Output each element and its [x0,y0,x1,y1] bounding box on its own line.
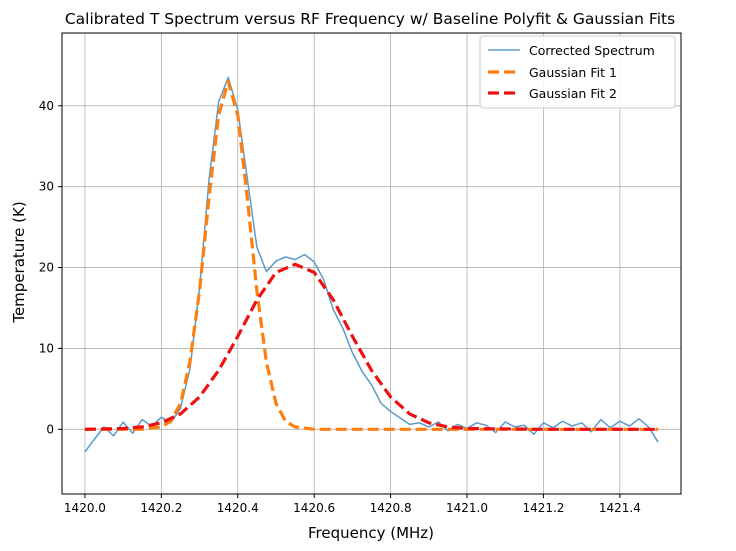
y-tick-label: 40 [39,99,54,113]
y-axis-title: Temperature (K) [10,201,28,323]
y-tick-label: 20 [39,261,54,275]
y-tick-label: 30 [39,180,54,194]
legend: Corrected Spectrum Gaussian Fit 1 Gaussi… [479,35,676,109]
series-line-corrected-spectrum [84,76,659,453]
plot-frame [61,32,682,495]
series-line-gaussian-fit-2 [84,262,659,431]
x-tick-label: 1420.4 [217,501,259,515]
x-tick-label: 1421.2 [522,501,564,515]
legend-label-gaussian-fit-2: Gaussian Fit 2 [529,86,617,101]
x-tick-label: 1421.4 [599,501,641,515]
x-tick-label: 1421.0 [446,501,488,515]
series-layer [84,76,659,453]
x-tick-label: 1420.6 [293,501,335,515]
x-tick-label: 1420.0 [64,501,106,515]
x-tick-label: 1420.8 [370,501,412,515]
legend-box [479,35,676,109]
tick-layer: 1420.0 1420.2 1420.4 1420.6 1420.8 1421.0 1421… [39,99,641,515]
x-tick-label: 1420.2 [140,501,182,515]
x-axis-title: Frequency (MHz) [308,524,434,542]
legend-label-corrected-spectrum: Corrected Spectrum [529,43,655,58]
y-tick-label: 10 [39,341,54,355]
y-tick-label: 0 [46,422,54,436]
chart-title: Calibrated T Spectrum versus RF Frequenc… [65,10,675,28]
legend-label-gaussian-fit-1: Gaussian Fit 1 [529,65,617,80]
series-line-gaussian-fit-1 [84,79,659,431]
